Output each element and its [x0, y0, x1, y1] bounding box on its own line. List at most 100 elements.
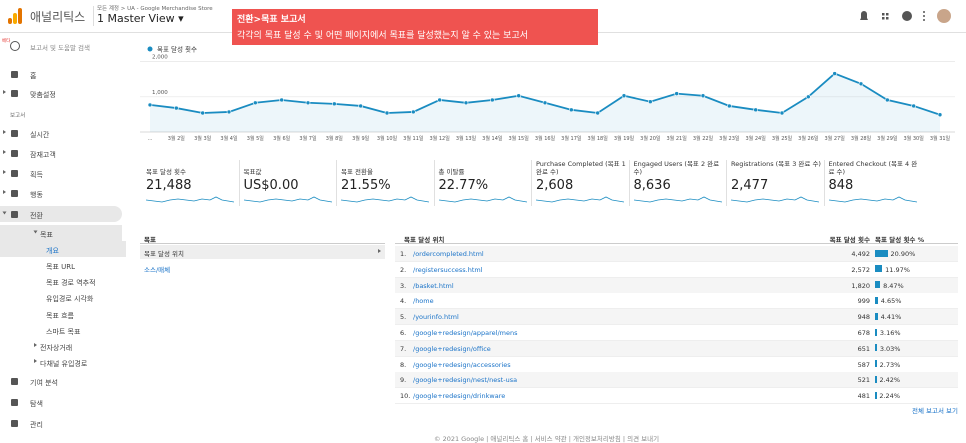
- nav-item[interactable]: 탐색: [30, 400, 43, 408]
- row-path[interactable]: /ordercompleted.html: [413, 250, 484, 258]
- data-point: [411, 109, 416, 115]
- data-point: [648, 99, 653, 105]
- sparkline: [243, 196, 332, 203]
- row-pct: 20.90%: [890, 250, 916, 258]
- row-path[interactable]: /home: [413, 297, 434, 306]
- row-index: 10.: [400, 392, 411, 401]
- data-point: [384, 110, 390, 116]
- sparkline: [828, 196, 917, 203]
- dimension-header: 목표: [144, 236, 156, 244]
- card-label: Entered Checkout (목표 4 완료 수): [828, 160, 918, 176]
- card-value: 22.77%: [438, 178, 489, 193]
- full-report-link[interactable]: 전체 보고서 보기: [912, 407, 958, 415]
- data-point: [305, 100, 311, 106]
- nav-item[interactable]: 개요: [46, 247, 59, 255]
- card-divider: [726, 160, 727, 206]
- sparkline: [536, 196, 624, 203]
- apps[interactable]: [882, 13, 889, 20]
- banner-subtitle: 각각의 목표 달성 수 및 어떤 페이지에서 목표를 달성했는지 알 수 있는 …: [237, 31, 529, 41]
- bell[interactable]: [860, 11, 868, 20]
- row-pct-bar: [875, 375, 877, 383]
- data-point: [490, 97, 495, 103]
- nav-icon: [11, 211, 18, 218]
- row-path[interactable]: /registersuccess.html: [413, 265, 483, 274]
- data-point: [727, 103, 732, 109]
- nav-section: 보고서: [10, 113, 26, 119]
- row-path[interactable]: /basket.html: [413, 281, 454, 290]
- card-label: 목표값: [243, 168, 262, 176]
- data-point: [911, 103, 916, 109]
- x-tick-label: 3월 8일: [326, 135, 344, 142]
- row-path[interactable]: /google+redesign/drinkware: [413, 392, 506, 401]
- column-header[interactable]: 목표 달성 횟수: [829, 236, 870, 244]
- nav-arrow: [3, 130, 6, 134]
- card-label: 총 이탈률: [438, 168, 465, 176]
- row-path[interactable]: /google+redesign/apparel/mens: [413, 329, 518, 337]
- view-selector[interactable]: 1 Master View ▾: [97, 12, 184, 25]
- nav-item[interactable]: 전환: [30, 212, 43, 220]
- card-value: 21,488: [146, 178, 192, 193]
- nav-arrow: [3, 150, 6, 154]
- nav-item[interactable]: 실시간: [30, 131, 50, 139]
- search-icon: [10, 41, 20, 51]
- row-index: 8.: [400, 360, 407, 369]
- row-pct: 3.16%: [879, 329, 901, 337]
- y-tick-label: 2,000: [152, 55, 168, 61]
- card-value: 21.55%: [341, 178, 391, 193]
- nav-item[interactable]: 다채널 유입경로: [40, 360, 88, 368]
- nav-item[interactable]: 잠재고객: [30, 151, 56, 159]
- card-value: US$0.00: [243, 178, 299, 193]
- nav-item[interactable]: 관리: [30, 421, 43, 429]
- row-path[interactable]: /google+redesign/accessories: [413, 360, 511, 369]
- column-header[interactable]: 목표 달성 횟수 %: [875, 236, 925, 244]
- x-tick-label: 3월 9일: [352, 135, 370, 142]
- nav-item[interactable]: 홈: [30, 72, 37, 80]
- card-value: 2,608: [536, 178, 574, 193]
- x-tick-label: 3월 12일: [429, 135, 450, 142]
- row-pct: 3.03%: [879, 344, 901, 353]
- nav-item[interactable]: 유입경로 시각화: [46, 295, 94, 303]
- nav-item[interactable]: 스마트 목표: [46, 328, 81, 336]
- sparkline: [731, 196, 819, 203]
- row-pct-bar: [875, 249, 888, 257]
- row-bg: [395, 388, 958, 405]
- nav-item[interactable]: 맞춤설정: [30, 91, 56, 99]
- card-divider: [238, 160, 240, 206]
- row-path[interactable]: /google+redesign/office: [413, 344, 491, 353]
- nav-item[interactable]: 전자상거래: [40, 344, 73, 352]
- row-path[interactable]: /google+redesign/nest/nest-usa: [413, 376, 518, 385]
- nav-item[interactable]: 목표: [40, 231, 53, 239]
- nav-item[interactable]: 행동: [30, 191, 43, 199]
- row-pct-bar: [875, 265, 883, 273]
- beta-badge: 베타: [2, 38, 11, 44]
- dimension-option[interactable]: 소스/매체: [144, 266, 171, 274]
- card-label: Registrations (목표 3 완료 수): [731, 160, 821, 168]
- breadcrumb[interactable]: 모든 계정 > UA - Google Merchandise Store: [97, 6, 213, 12]
- dimension-selected-bg: [140, 245, 385, 259]
- search-box[interactable]: 보고서 및 도움말 검색: [30, 44, 91, 52]
- row-count: 651: [857, 344, 870, 353]
- nav-item[interactable]: 목표 URL: [46, 263, 75, 271]
- row-pct-bar: [875, 391, 877, 399]
- dimension-option[interactable]: 목표 달성 위치: [144, 250, 185, 258]
- nav-item[interactable]: 목표 경로 역추적: [46, 279, 96, 287]
- card-divider: [531, 160, 532, 206]
- row-count: 4,492: [851, 250, 870, 258]
- nav-item[interactable]: 획득: [30, 171, 43, 179]
- help[interactable]: [902, 11, 912, 21]
- avatar[interactable]: [937, 9, 951, 23]
- row-pct-bar: [875, 344, 877, 352]
- x-tick-label: 3월 3일: [194, 135, 212, 142]
- row-bg: [395, 340, 958, 357]
- row-count: 521: [857, 376, 870, 385]
- dimension-arrow: [378, 249, 381, 253]
- x-tick-label: 3월 22일: [693, 135, 714, 142]
- row-path[interactable]: /yourinfo.html: [413, 313, 459, 322]
- more[interactable]: [923, 11, 925, 21]
- row-index: 7.: [400, 344, 407, 353]
- nav-item[interactable]: 목표 흐름: [46, 312, 74, 320]
- nav-item[interactable]: 기여 분석: [30, 379, 58, 387]
- x-tick-label: 3월 26일: [798, 135, 819, 142]
- column-header[interactable]: 목표 달성 위치: [404, 236, 445, 244]
